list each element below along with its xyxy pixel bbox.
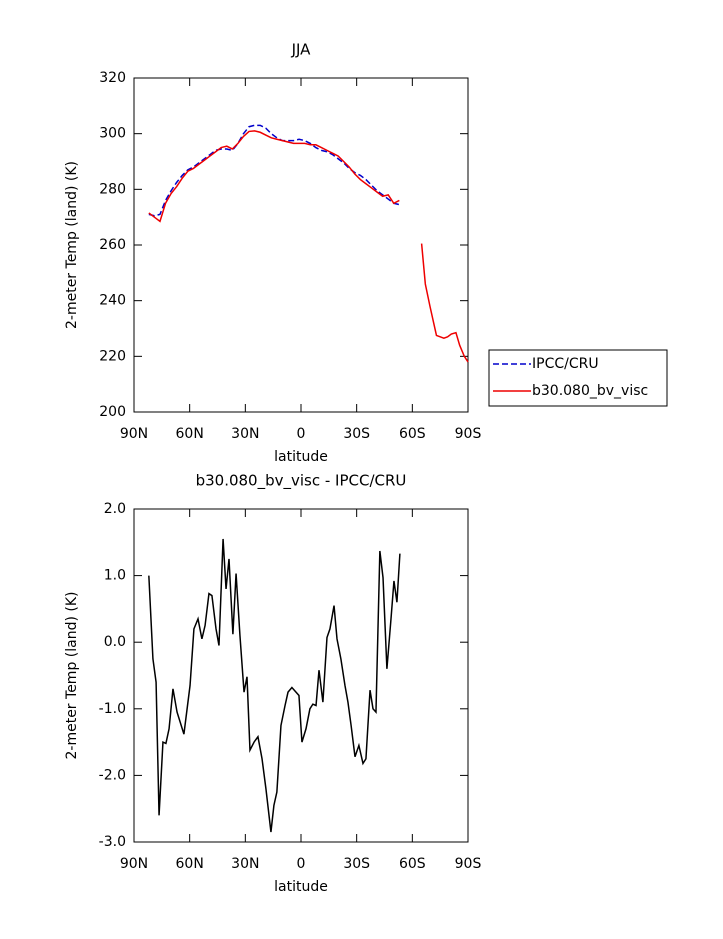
y-tick-label: -2.0 <box>99 767 126 783</box>
y-tick-label: 1.0 <box>104 568 126 584</box>
data-line <box>148 538 401 833</box>
x-tick-label: 30N <box>231 856 259 872</box>
legend-box <box>488 349 668 407</box>
y-tick-label: 320 <box>99 70 126 86</box>
y-tick-label: 200 <box>99 404 126 420</box>
legend-label: IPCC/CRU <box>532 356 599 372</box>
y-tick-label: 300 <box>99 126 126 142</box>
x-tick-label: 30N <box>231 426 259 442</box>
data-line <box>148 130 469 363</box>
y-tick-label: 220 <box>99 348 126 364</box>
y-tick-label: -1.0 <box>99 701 126 717</box>
x-tick-label: 0 <box>297 426 306 442</box>
x-tick-label: 0 <box>297 856 306 872</box>
y-tick-label: 260 <box>99 237 126 253</box>
x-tick-label: 90S <box>455 426 482 442</box>
x-tick-label: 30S <box>343 856 370 872</box>
x-axis-label: latitude <box>274 449 328 465</box>
x-axis-label: latitude <box>274 879 328 895</box>
plot-frame <box>133 508 469 843</box>
x-tick-label: 90S <box>455 856 482 872</box>
x-tick-label: 60N <box>176 856 204 872</box>
y-tick-label: 2.0 <box>104 501 126 517</box>
x-tick-label: 60S <box>399 856 426 872</box>
legend-label: b30.080_bv_visc <box>532 383 648 399</box>
y-axis-label: 2-meter Temp (land) (K) <box>64 592 80 760</box>
chart-title: JJA <box>291 41 312 59</box>
y-tick-label: -3.0 <box>99 834 126 850</box>
y-axis-label: 2-meter Temp (land) (K) <box>64 161 80 329</box>
x-tick-label: 60N <box>176 426 204 442</box>
x-tick-label: 60S <box>399 426 426 442</box>
y-tick-label: 280 <box>99 181 126 197</box>
plot-frame <box>133 77 469 413</box>
x-tick-label: 30S <box>343 426 370 442</box>
x-tick-label: 90N <box>120 856 148 872</box>
y-tick-label: 240 <box>99 293 126 309</box>
data-line <box>148 124 400 217</box>
x-tick-label: 90N <box>120 426 148 442</box>
y-tick-label: 0.0 <box>104 634 126 650</box>
chart-title: b30.080_bv_visc - IPCC/CRU <box>196 472 407 491</box>
